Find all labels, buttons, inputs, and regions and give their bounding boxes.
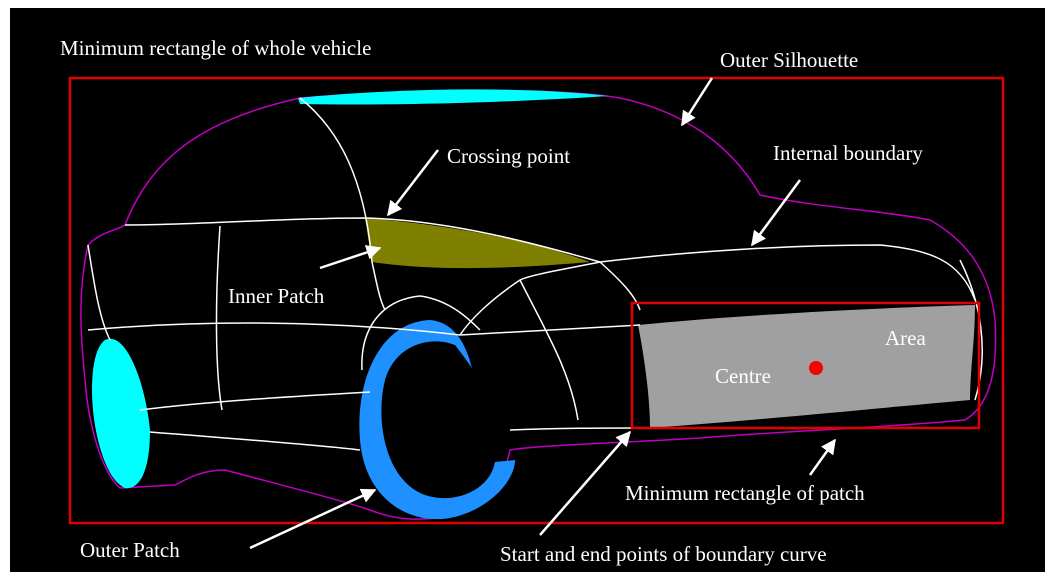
- centre-point: [809, 361, 823, 375]
- label: Outer Silhouette: [720, 48, 858, 72]
- label: Centre: [715, 364, 771, 388]
- label: Minimum rectangle of patch: [625, 481, 865, 505]
- diagram: Minimum rectangle of whole vehicle Outer…: [0, 0, 1055, 580]
- label: Outer Patch: [80, 538, 180, 562]
- label: Inner Patch: [228, 284, 325, 308]
- label: Area: [885, 326, 926, 350]
- label: Crossing point: [447, 144, 570, 168]
- label: Start and end points of boundary curve: [500, 542, 827, 566]
- label: Internal boundary: [773, 141, 923, 165]
- label: Minimum rectangle of whole vehicle: [60, 36, 371, 60]
